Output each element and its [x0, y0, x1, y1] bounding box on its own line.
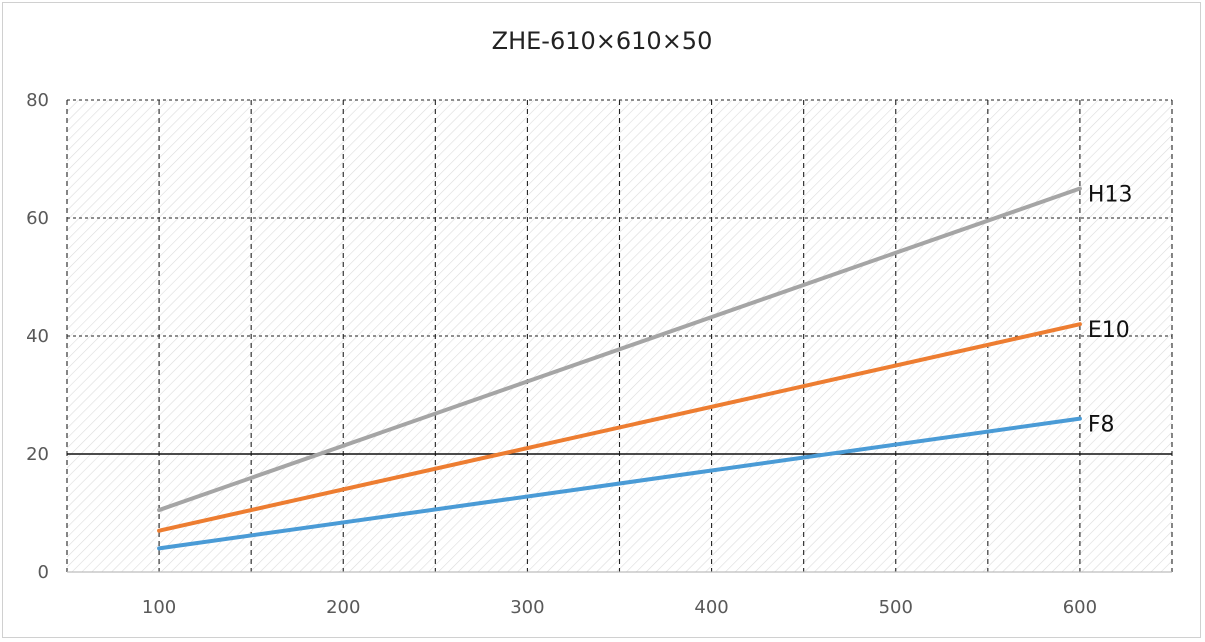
series-line-h13 — [157, 186, 1082, 513]
x-tick-label: 300 — [510, 597, 544, 618]
chart-title: ZHE-610×610×50 — [492, 27, 713, 55]
y-tick-label: 0 — [38, 562, 49, 583]
series-labels: H13 E10 F8 — [1088, 183, 1133, 438]
series-line-e10 — [157, 322, 1082, 533]
x-tick-label: 100 — [142, 597, 176, 618]
y-tick-label: 80 — [26, 90, 49, 111]
x-tick-label: 600 — [1063, 597, 1097, 618]
series-lines — [157, 186, 1082, 551]
y-tick-label: 40 — [26, 326, 49, 347]
axes: 0 20 40 60 80 100 200 300 400 500 600 — [26, 90, 1172, 618]
x-tick-label: 500 — [879, 597, 913, 618]
grid — [66, 99, 1173, 572]
series-label-h13: H13 — [1088, 183, 1133, 208]
series-label-e10: E10 — [1088, 318, 1130, 343]
x-tick-label: 400 — [694, 597, 728, 618]
y-tick-label: 60 — [26, 208, 49, 229]
series-label-f8: F8 — [1088, 413, 1115, 438]
x-tick-label: 200 — [326, 597, 360, 618]
series-line-f8 — [157, 416, 1082, 551]
y-tick-label: 20 — [26, 444, 49, 465]
